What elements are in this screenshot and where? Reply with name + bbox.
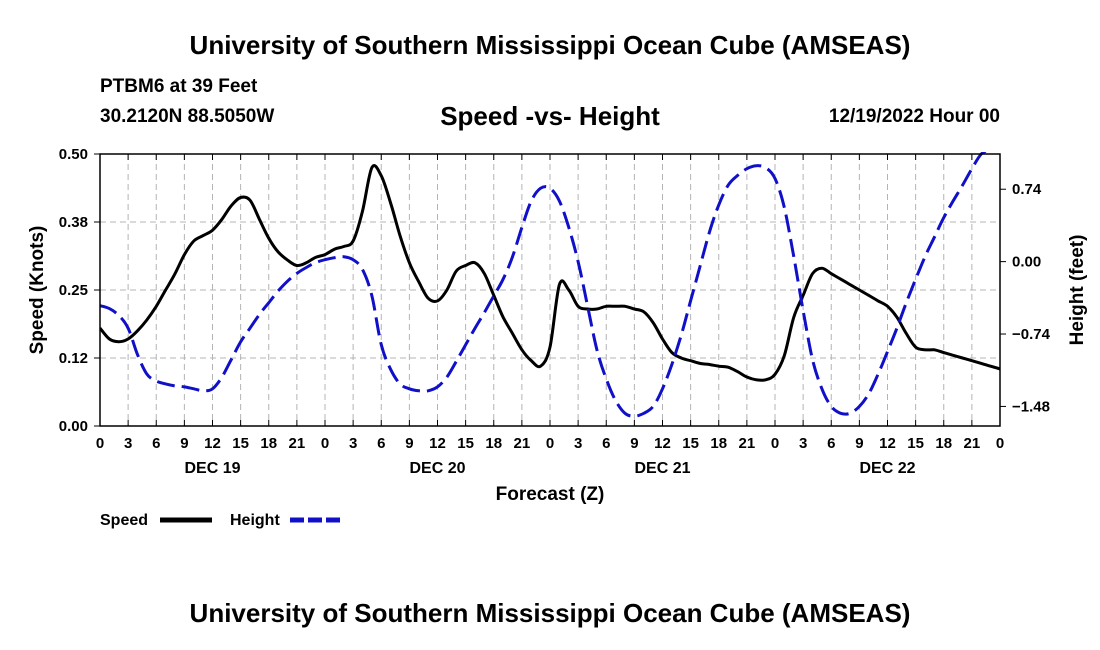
x-tick-label: 3 (124, 435, 132, 452)
x-tick-label: 21 (739, 435, 756, 452)
footer-title: University of Southern Mississippi Ocean… (189, 598, 911, 628)
date-label: DEC 19 (184, 460, 240, 477)
x-tick-label: 3 (799, 435, 807, 452)
forecast-datetime: 12/19/2022 Hour 00 (828, 106, 1000, 127)
x-tick-label: 21 (514, 435, 531, 452)
y-tick-label-right: 0.74 (1012, 181, 1042, 198)
y-axis-label-left: Speed (Knots) (27, 226, 48, 355)
x-tick-label: 15 (907, 435, 924, 452)
x-tick-label: 0 (546, 435, 554, 452)
date-label: DEC 20 (409, 460, 465, 477)
coordinates-label: 30.2120N 88.5050W (100, 106, 275, 127)
x-tick-label: 6 (152, 435, 160, 452)
y-tick-label-left: 0.00 (59, 418, 88, 435)
x-tick-label: 21 (964, 435, 981, 452)
x-tick-label: 9 (180, 435, 188, 452)
x-tick-label: 0 (771, 435, 779, 452)
x-axis-label: Forecast (Z) (496, 484, 605, 505)
station-label: PTBM6 at 39 Feet (100, 76, 258, 97)
y-tick-label-right: −1.48 (1012, 398, 1050, 415)
x-tick-label: 18 (710, 435, 727, 452)
y-tick-label-left: 0.12 (59, 350, 88, 367)
x-tick-label: 0 (321, 435, 329, 452)
series-layer (100, 152, 1000, 418)
y-tick-label-left: 0.25 (59, 282, 88, 299)
x-tick-label: 0 (996, 435, 1004, 452)
x-tick-label: 6 (827, 435, 835, 452)
date-label: DEC 21 (634, 460, 690, 477)
date-label: DEC 22 (859, 460, 915, 477)
axes: 0 3 6 9 12 15 18 21 0 3 6 9 12 15 18 21 0 3 6 9 12 15 18 21 0 3 6 9… (59, 146, 1051, 477)
y-axis-label-right: Height (feet) (1067, 235, 1088, 346)
x-tick-label: 6 (602, 435, 610, 452)
x-tick-label: 18 (935, 435, 952, 452)
x-tick-label: 12 (654, 435, 671, 452)
y-tick-label-left: 0.50 (59, 146, 88, 163)
legend-speed-label: Speed (100, 512, 148, 529)
y-tick-label-right: 0.00 (1012, 254, 1041, 271)
speed-series-line (100, 164, 1000, 382)
y-tick-label-right: −0.74 (1012, 326, 1051, 343)
x-tick-label: 3 (574, 435, 582, 452)
x-tick-label: 9 (855, 435, 863, 452)
x-tick-label: 6 (377, 435, 385, 452)
x-tick-label: 15 (232, 435, 249, 452)
x-tick-label: 12 (879, 435, 896, 452)
grid (100, 154, 1000, 426)
x-tick-label: 3 (349, 435, 357, 452)
x-tick-label: 9 (630, 435, 638, 452)
page-title: University of Southern Mississippi Ocean… (189, 30, 911, 60)
height-series-line (100, 152, 988, 418)
x-tick-label: 0 (96, 435, 104, 452)
x-tick-label: 12 (429, 435, 446, 452)
x-tick-label: 18 (260, 435, 277, 452)
y-tick-label-left: 0.38 (59, 214, 88, 231)
x-tick-label: 18 (485, 435, 502, 452)
chart-subtitle: Speed -vs- Height (440, 101, 660, 131)
x-tick-label: 12 (204, 435, 221, 452)
x-tick-label: 21 (289, 435, 306, 452)
x-tick-label: 9 (405, 435, 413, 452)
legend-height-label: Height (230, 512, 280, 529)
x-tick-label: 15 (682, 435, 699, 452)
legend: Speed Height (100, 512, 342, 529)
x-tick-label: 15 (457, 435, 474, 452)
